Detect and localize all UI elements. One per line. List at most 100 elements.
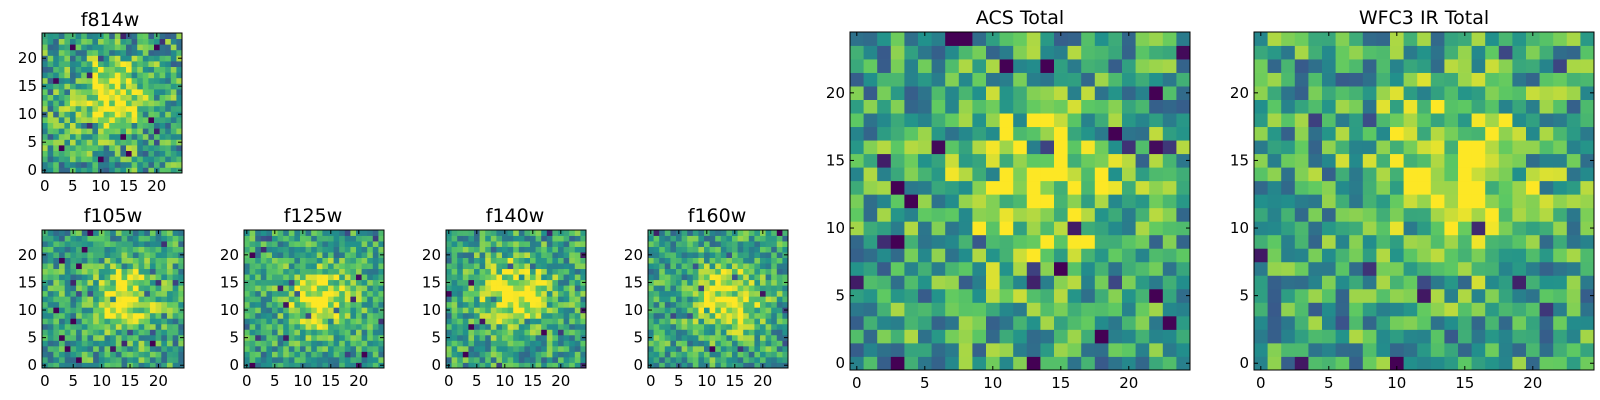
heatmap-cell: [1580, 72, 1595, 87]
heatmap-cell: [1162, 167, 1177, 182]
heatmap-cell: [176, 72, 183, 79]
heatmap-cell: [92, 38, 99, 45]
heatmap-cell: [154, 128, 160, 135]
heatmap-cell: [1349, 302, 1364, 317]
heatmap-cell: [176, 122, 183, 129]
heatmap-cell: [1081, 288, 1096, 303]
heatmap-cell: [53, 351, 60, 358]
heatmap-cell: [311, 252, 318, 258]
heatmap-cell: [748, 307, 755, 314]
heatmap-cell: [1294, 194, 1309, 209]
heatmap-cell: [277, 235, 284, 242]
heatmap-cell: [1390, 153, 1404, 168]
heatmap-cell: [58, 156, 65, 163]
heatmap-cell: [999, 221, 1014, 236]
heatmap-cell: [1294, 234, 1309, 249]
heatmap-cell: [1376, 288, 1391, 303]
heatmap-cell: [541, 312, 548, 319]
heatmap-cell: [754, 345, 761, 352]
heatmap-cell: [288, 241, 295, 247]
heatmap-cell: [648, 340, 654, 347]
heatmap-cell: [255, 274, 262, 281]
heatmap-cell: [361, 246, 368, 253]
heatmap-cell: [1149, 275, 1164, 290]
heatmap-cell: [1176, 126, 1191, 141]
heatmap-cell: [1349, 45, 1364, 60]
heatmap-cell: [114, 61, 121, 67]
heatmap-cell: [249, 263, 256, 270]
heatmap-cell: [502, 301, 508, 308]
heatmap-cell: [98, 122, 104, 129]
heatmap-cell: [98, 268, 105, 275]
heatmap-cell: [1067, 234, 1082, 249]
heatmap-cell: [178, 290, 185, 297]
y-tick-label: 20: [220, 246, 239, 264]
heatmap-cell: [1067, 329, 1082, 344]
heatmap-cell: [1281, 99, 1296, 114]
heatmap-cell: [563, 301, 570, 308]
heatmap-cell: [64, 296, 71, 303]
heatmap-cell: [451, 241, 458, 247]
heatmap-cell: [109, 128, 116, 135]
heatmap-cell: [176, 38, 183, 45]
heatmap-cell: [53, 111, 60, 118]
heatmap-cell: [161, 356, 168, 363]
heatmap-cell: [361, 241, 368, 247]
heatmap-cell: [104, 334, 111, 341]
heatmap-cell: [272, 318, 278, 325]
heatmap-cell: [350, 329, 357, 336]
heatmap-cell: [972, 32, 987, 46]
heatmap-cell: [1254, 99, 1268, 114]
heatmap-cell: [776, 252, 783, 258]
heatmap-cell: [446, 257, 452, 264]
heatmap-cell: [53, 318, 60, 325]
heatmap-cell: [1458, 126, 1472, 141]
heatmap-cell: [1417, 261, 1432, 276]
heatmap-cell: [863, 45, 878, 60]
heatmap-cell: [563, 334, 570, 341]
heatmap-cell: [59, 318, 66, 325]
heatmap-cell: [552, 301, 559, 308]
heatmap-cell: [109, 139, 116, 146]
heatmap-cell: [149, 285, 156, 292]
heatmap-cell: [166, 351, 174, 358]
heatmap-cell: [367, 257, 374, 264]
heatmap-cell: [574, 301, 581, 308]
heatmap-cell: [1176, 329, 1191, 344]
heatmap-cell: [127, 285, 134, 292]
heatmap-cell: [569, 301, 576, 308]
heatmap-cell: [732, 323, 738, 330]
heatmap-cell: [92, 133, 99, 140]
heatmap-cell: [1162, 207, 1177, 222]
heatmap-cell: [361, 257, 368, 264]
heatmap-cell: [1376, 356, 1391, 371]
heatmap-cell: [507, 285, 514, 292]
heatmap-cell: [1376, 221, 1391, 236]
heatmap-cell: [580, 351, 587, 358]
heatmap-cell: [1135, 45, 1150, 60]
heatmap-cell: [704, 340, 710, 347]
heatmap-cell: [659, 334, 666, 341]
heatmap-cell: [687, 279, 694, 286]
heatmap-cell: [86, 122, 93, 129]
heatmap-cell: [367, 329, 374, 336]
heatmap-cell: [165, 83, 172, 90]
heatmap-cell: [1526, 302, 1540, 317]
heatmap-cell: [574, 290, 581, 297]
heatmap-cell: [350, 274, 357, 281]
heatmap-cell: [93, 285, 100, 292]
heatmap-cell: [86, 128, 93, 135]
heatmap-cell: [42, 145, 48, 151]
heatmap-cell: [120, 105, 127, 112]
heatmap-cell: [1580, 126, 1595, 141]
heatmap-cell: [1471, 302, 1486, 317]
heatmap-cell: [670, 296, 677, 303]
heatmap-cell: [367, 290, 374, 297]
heatmap-cell: [890, 288, 905, 303]
heatmap-cell: [372, 345, 379, 352]
heatmap-cell: [1417, 72, 1432, 87]
heatmap-cell: [502, 263, 508, 270]
heatmap-cell: [737, 296, 744, 303]
heatmap-cell: [1081, 32, 1096, 46]
heatmap-cell: [249, 345, 256, 352]
